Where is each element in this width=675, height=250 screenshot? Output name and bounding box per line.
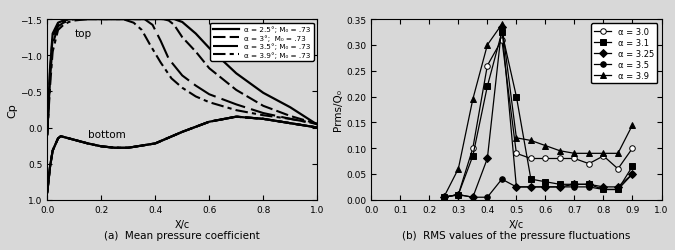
- Text: top: top: [74, 28, 91, 38]
- Y-axis label: Prms/Q₀: Prms/Q₀: [333, 89, 344, 131]
- Legend: α = 3.0, α = 3.1, α = 3.25, α = 3.5, α = 3.9: α = 3.0, α = 3.1, α = 3.25, α = 3.5, α =…: [591, 24, 657, 84]
- Legend: α = 2.5°; M₀ = .73, α = 3°;  M₀ = .73, α = 3.5°; M₀ = .73, α = 3.9°; M₀ = .73: α = 2.5°; M₀ = .73, α = 3°; M₀ = .73, α …: [211, 24, 314, 62]
- X-axis label: X/c: X/c: [509, 219, 524, 229]
- Text: (a)  Mean pressure coefficient: (a) Mean pressure coefficient: [105, 230, 260, 240]
- Text: bottom: bottom: [88, 130, 126, 139]
- Text: (b)  RMS values of the pressure fluctuations: (b) RMS values of the pressure fluctuati…: [402, 230, 630, 240]
- Y-axis label: Cp: Cp: [7, 103, 18, 117]
- X-axis label: X/c: X/c: [175, 219, 190, 229]
